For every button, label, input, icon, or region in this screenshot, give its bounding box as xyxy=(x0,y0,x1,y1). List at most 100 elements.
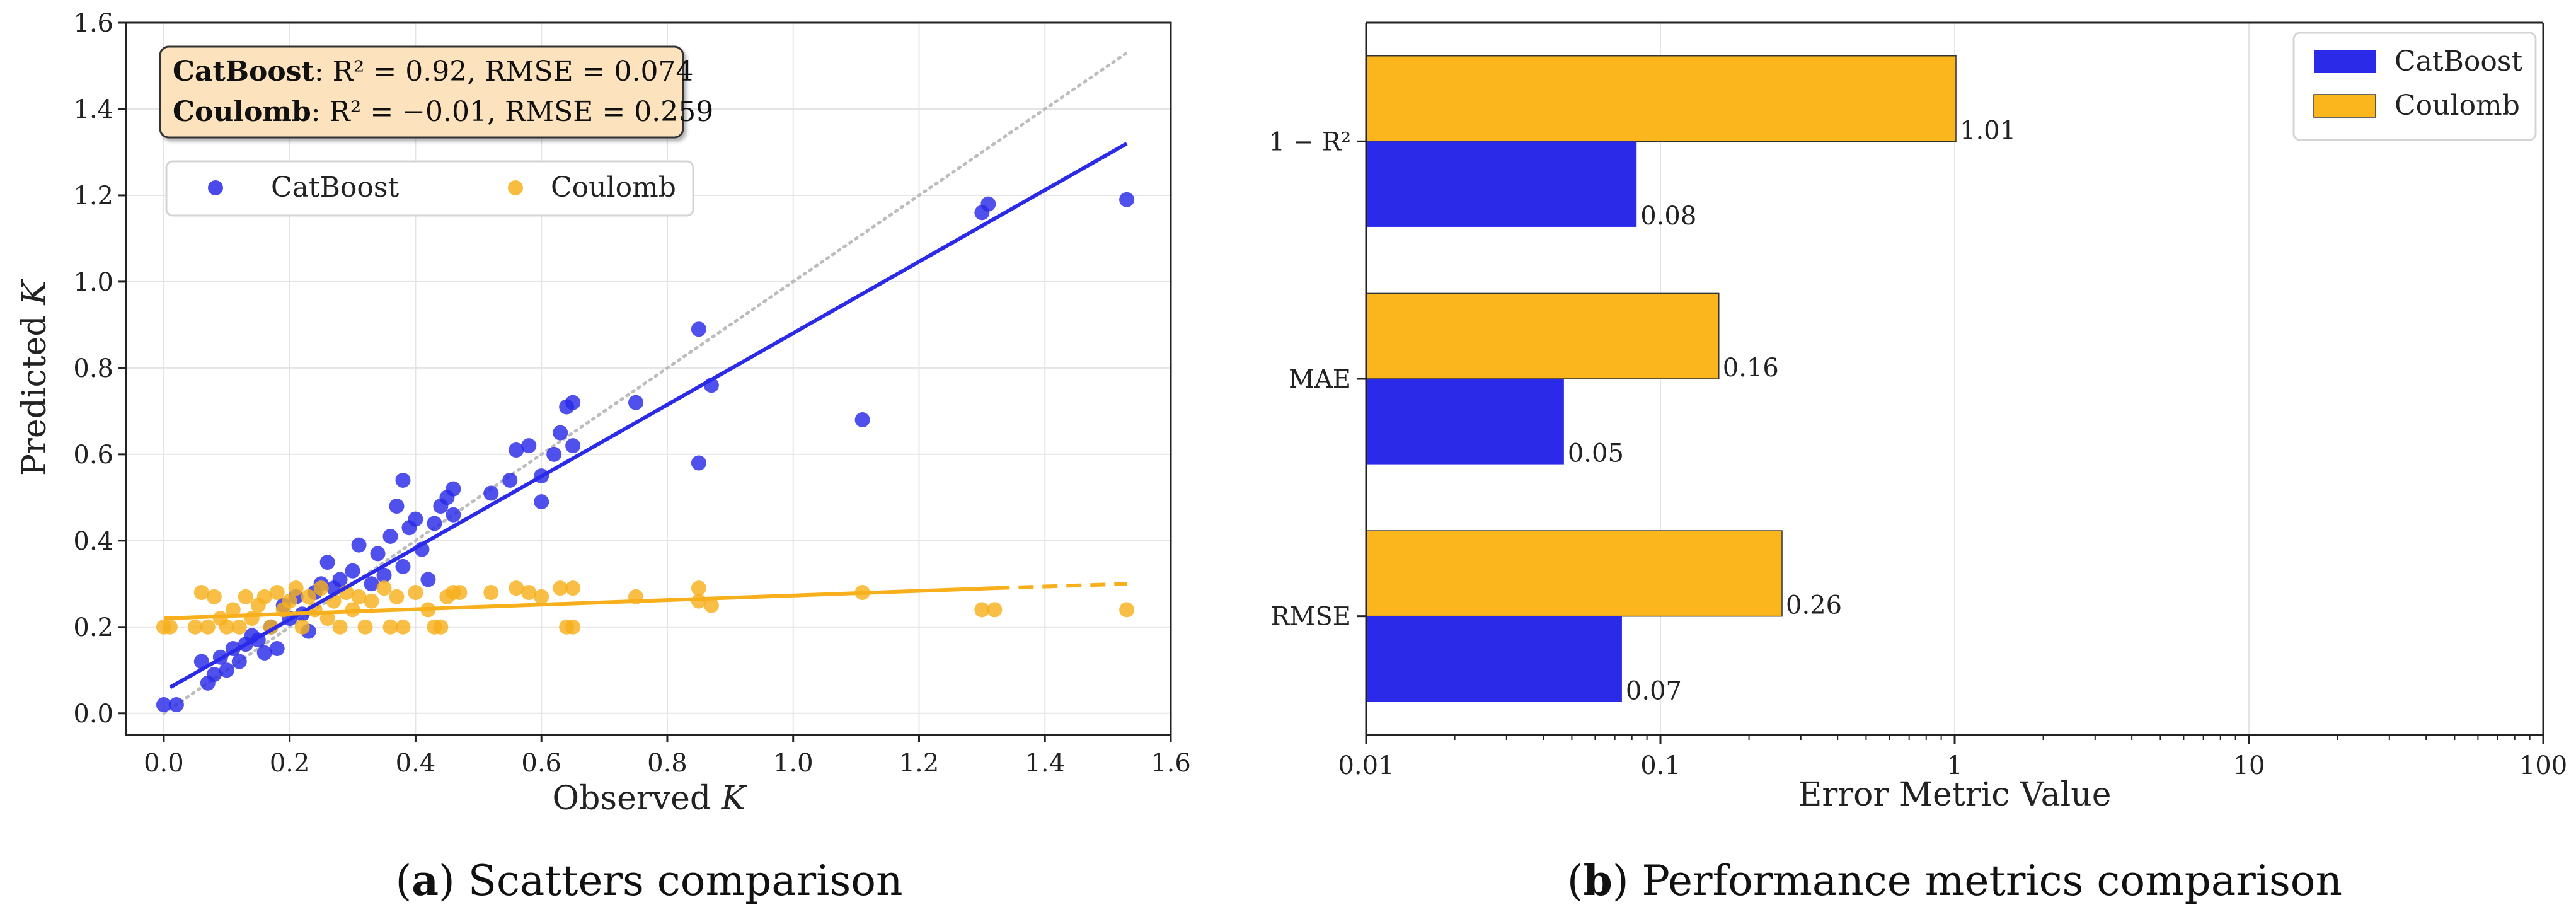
point-coulomb xyxy=(319,611,335,627)
point-catboost xyxy=(565,395,581,410)
fit-lines xyxy=(163,142,1128,690)
point-catboost xyxy=(376,567,392,583)
point-coulomb xyxy=(565,580,581,596)
point-coulomb xyxy=(162,619,178,635)
scatter-xtick-label: 1.4 xyxy=(1025,749,1065,778)
point-catboost xyxy=(332,572,348,587)
point-coulomb xyxy=(703,598,719,613)
bar-ticks: 0.01 0.1 1 10 100 1 − R² 1.01 0.08 MAE 0.16 0.05 RM… xyxy=(1268,116,2567,780)
point-coulomb xyxy=(301,589,316,604)
scatter-ytick-label: 1.4 xyxy=(73,95,113,124)
scatter-ytick-label: 0.6 xyxy=(73,441,113,470)
bar-legend-label-coulomb: Coulomb xyxy=(2395,90,2520,122)
point-catboost xyxy=(370,546,386,562)
scatter-xtick-label: 0.6 xyxy=(521,749,561,778)
point-coulomb xyxy=(395,619,411,635)
point-catboost xyxy=(980,196,996,212)
scatter-ticks: 0.0 0.2 0.4 0.6 0.8 1.0 1.2 1.4 1.6 0.0 0.2 0.4 0.6 0… xyxy=(73,9,1190,778)
annotation-line-coulomb: Coulomb: R² = −0.01, RMSE = 0.259 xyxy=(173,96,713,128)
bar-xlabel: Error Metric Value xyxy=(1798,776,2111,814)
caption-a: (a) Scatters comparison xyxy=(396,856,903,905)
point-coulomb xyxy=(238,589,253,604)
point-coulomb xyxy=(231,619,247,635)
point-catboost xyxy=(389,499,405,514)
point-coulomb xyxy=(452,585,468,600)
scatter-xlabel: Observed K xyxy=(552,780,747,817)
point-coulomb xyxy=(225,602,241,618)
point-catboost xyxy=(408,511,423,527)
bar-category-label: RMSE xyxy=(1270,603,1351,632)
point-catboost xyxy=(691,455,706,471)
point-coulomb xyxy=(187,619,203,635)
point-catboost xyxy=(446,507,461,523)
scatter-plot-frame xyxy=(125,21,1172,736)
point-coulomb xyxy=(332,619,348,635)
point-coulomb xyxy=(294,619,310,635)
point-coulomb xyxy=(206,589,222,604)
annotation-model-catboost: CatBoost xyxy=(173,55,315,88)
point-coulomb xyxy=(376,580,392,596)
bar-xtick-label: 100 xyxy=(2519,751,2567,780)
point-coulomb xyxy=(974,602,990,618)
point-coulomb xyxy=(509,580,524,596)
point-catboost xyxy=(345,563,360,579)
bar-legend-swatch-catboost xyxy=(2314,50,2376,73)
bar-xtick-label: 0.01 xyxy=(1338,751,1394,780)
bar-xtick-label: 1 xyxy=(1946,751,1962,780)
point-catboost xyxy=(546,446,562,462)
point-catboost xyxy=(269,641,285,657)
point-coulomb xyxy=(565,619,581,635)
bar-coulomb xyxy=(1366,55,1957,142)
point-catboost xyxy=(364,576,379,592)
bars xyxy=(1366,55,1957,702)
scatter-legend: CatBoost Coulomb xyxy=(165,160,694,217)
bar-xtick-label: 10 xyxy=(2233,751,2265,780)
point-catboost xyxy=(256,645,272,661)
point-coulomb xyxy=(256,589,272,604)
annotation-line-catboost: CatBoost: R² = 0.92, RMSE = 0.074 xyxy=(173,55,693,88)
point-coulomb xyxy=(691,580,706,596)
caption-a-text: Scatters comparison xyxy=(455,857,903,905)
point-catboost xyxy=(168,697,184,713)
point-catboost xyxy=(319,555,335,570)
caption-b: (b) Performance metrics comparison xyxy=(1567,856,2342,905)
scatter-xtick-label: 0.8 xyxy=(647,749,687,778)
point-catboost xyxy=(1119,192,1135,207)
point-coulomb xyxy=(534,589,549,604)
point-catboost xyxy=(351,537,367,553)
point-coulomb xyxy=(521,585,537,600)
bar-legend-swatch-coulomb xyxy=(2313,94,2376,118)
point-coulomb xyxy=(193,585,209,600)
bar-catboost xyxy=(1366,141,1637,227)
fit-line-extension-coulomb xyxy=(994,582,1127,591)
point-coulomb xyxy=(553,580,568,596)
point-catboost xyxy=(502,472,518,488)
point-coulomb xyxy=(269,585,285,600)
point-catboost xyxy=(395,558,411,574)
scatter-xtick-label: 1.0 xyxy=(773,749,814,778)
legend-marker-coulomb xyxy=(508,180,523,195)
metrics-annotation: CatBoost: R² = 0.92, RMSE = 0.074 Coulom… xyxy=(159,45,713,139)
identity-line xyxy=(162,51,1129,715)
point-coulomb xyxy=(351,589,367,604)
point-coulomb xyxy=(313,580,329,596)
bar-value-label-coulomb: 0.26 xyxy=(1786,591,1842,620)
point-catboost xyxy=(521,438,537,454)
bar-value-label-coulomb: 1.01 xyxy=(1960,116,2016,145)
point-coulomb xyxy=(357,619,373,635)
point-coulomb xyxy=(200,619,216,635)
point-catboost xyxy=(553,425,568,441)
point-coulomb xyxy=(1119,602,1135,618)
point-catboost xyxy=(691,321,706,337)
scatter-legend-frame xyxy=(165,160,694,217)
point-catboost xyxy=(534,494,549,510)
scatter-points xyxy=(156,192,1135,713)
point-catboost xyxy=(395,472,411,488)
point-coulomb xyxy=(244,611,260,627)
scatter-ytick-label: 0.8 xyxy=(73,354,113,383)
bar-value-label-catboost: 0.05 xyxy=(1568,439,1624,468)
scatter-xtick-label: 0.0 xyxy=(144,749,184,778)
point-catboost xyxy=(219,662,234,678)
legend-marker-catboost xyxy=(208,180,223,195)
annotation-stats-catboost: : R² = 0.92, RMSE = 0.074 xyxy=(314,55,694,88)
